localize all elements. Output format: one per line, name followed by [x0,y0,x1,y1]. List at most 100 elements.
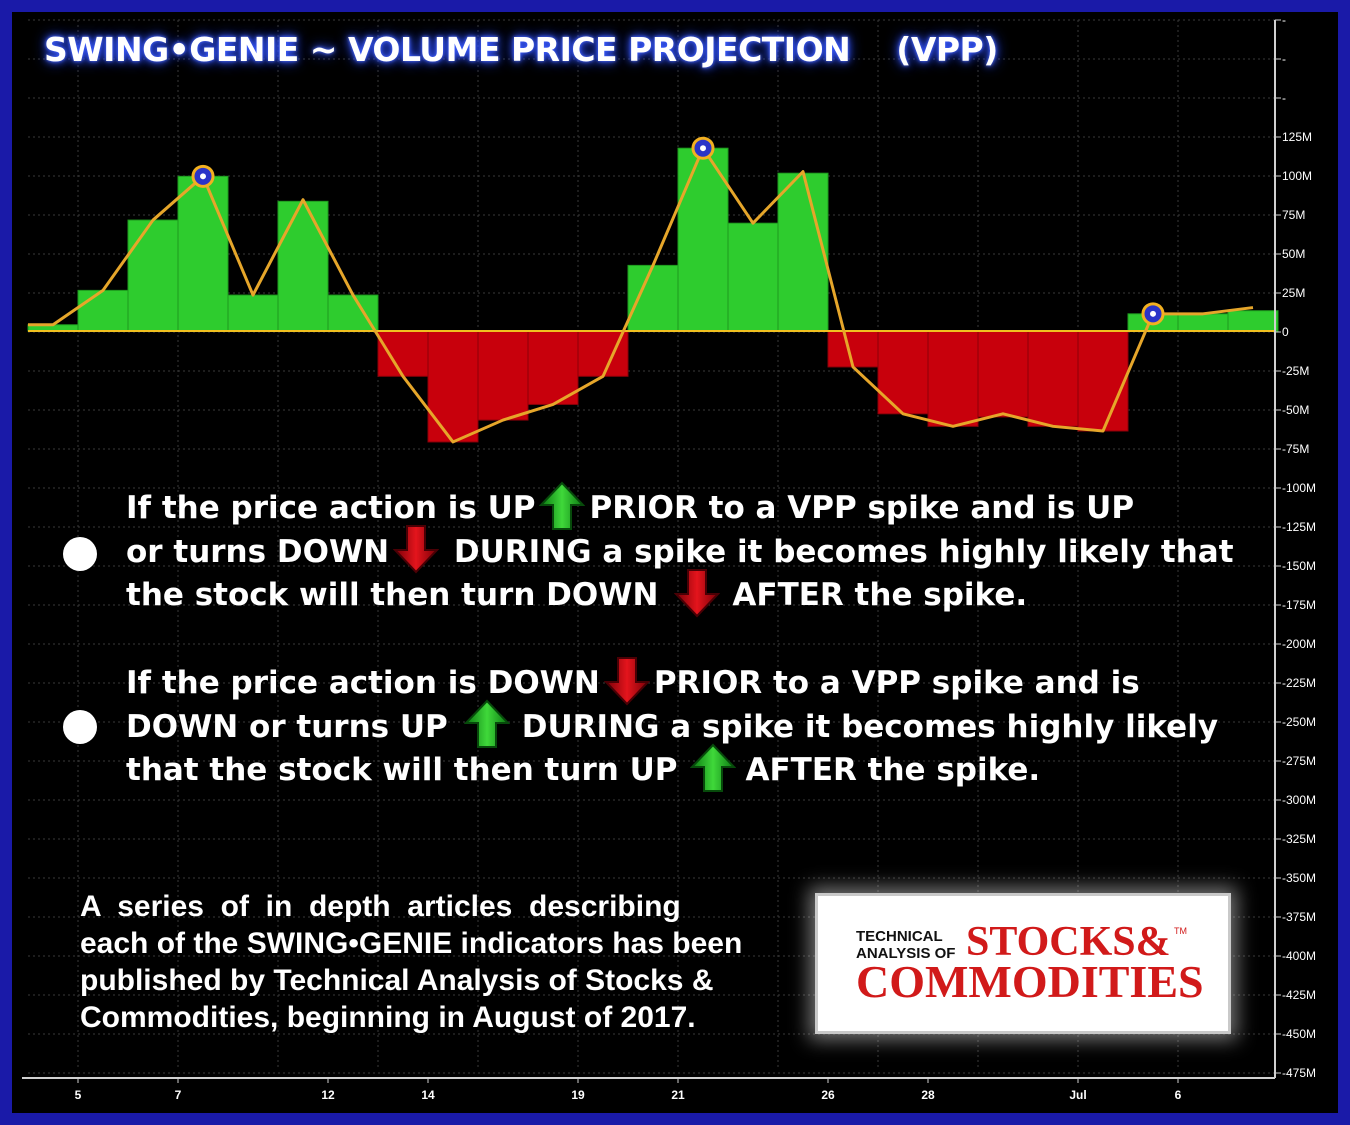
y-tick-label: 50M [1282,247,1305,261]
bullet-2-line-3: that the stock will then turn UP AFTER th… [126,743,1218,793]
logo-small-text: TECHNICAL ANALYSIS OF [856,928,955,962]
x-tick-label: 12 [321,1088,335,1102]
bullet-2-dot [63,710,97,744]
positive-bar [1177,313,1229,332]
down-arrow-icon [603,656,650,705]
y-tick-label: -150M [1282,559,1316,573]
y-tick-label: -175M [1282,598,1316,612]
spike-marker-center [700,145,706,152]
bullet-1-line-3-a: the stock will then turn DOWN [126,577,659,613]
y-tick-label: 75M [1282,208,1305,222]
down-arrow-shape [603,656,650,705]
negative-bar [1027,330,1079,427]
y-tick-label: -75M [1282,442,1309,456]
bullet-2-line-1: If the price action is DOWN PRIOR to a VP… [126,656,1218,706]
bullet-2-line-1-b: PRIOR to a VPP spike and is [653,665,1140,701]
bullet-1-line-1-a: If the price action is UP [126,490,536,526]
article-note-line-2: each of the SWING•GENIE indicators has b… [80,927,743,960]
logo-small-line-2: ANALYSIS OF [856,945,956,962]
bullet-2-line-2: DOWN or turns UP DURING a spike it become… [126,699,1219,750]
up-arrow-icon [689,743,736,792]
y-tick-label: -400M [1282,949,1316,963]
x-tick-label: 5 [75,1088,82,1102]
y-tick-label: -350M [1282,871,1316,885]
bullet-1-line-3-b: AFTER the spike. [732,577,1028,613]
negative-bar [877,330,929,415]
y-tick-label: -50M [1282,403,1309,417]
chart-title: SWING•GENIE ~ VOLUME PRICE PROJECTION (VP… [44,30,998,69]
x-tick-label: 21 [671,1088,685,1102]
negative-bar [927,330,979,427]
up-arrow-icon [539,481,586,530]
positive-bar [177,175,229,332]
logo-stocks: STOCKS& [966,919,1171,965]
y-tick-label: - [1282,13,1286,27]
y-tick-label: -100M [1282,481,1316,495]
y-tick-label: -125M [1282,520,1316,534]
negative-bar [977,330,1029,418]
up-arrow-shape [689,743,736,792]
y-tick-label: -475M [1282,1066,1316,1080]
negative-bar [377,330,429,377]
bullet-1-line-2-a: or turns DOWN [126,533,390,570]
down-arrow-icon [393,525,440,574]
article-note-line-1: A series of in depth articles describing [80,890,681,923]
y-tick-label: - [1282,52,1286,66]
y-tick-label: -450M [1282,1027,1316,1041]
positive-bar [77,289,129,332]
up-arrow-icon [463,699,510,748]
down-arrow-shape [393,525,440,574]
chart-title-main: SWING•GENIE ~ VOLUME PRICE PROJECTION [44,30,851,69]
article-note-line-4: Commodities, beginning in August of 2017… [80,1001,696,1034]
bullet-2-line-1-a: If the price action is DOWN [126,665,600,701]
x-tick-label: 14 [421,1088,435,1102]
y-tick-label: -250M [1282,715,1316,729]
x-tick-label: 19 [571,1088,585,1102]
positive-bar [777,172,829,332]
positive-bar [1227,310,1279,332]
bullet-2-line-3-a: that the stock will then turn UP [126,752,678,788]
negative-bar [427,330,479,443]
positive-bar [677,147,729,332]
bullet-1-line-2: or turns DOWN DURING a spike it becomes … [126,525,1234,575]
down-arrow-shape [674,568,721,617]
y-tick-label: 0 [1282,325,1289,339]
y-tick-label: 25M [1282,286,1305,300]
y-tick-label: -25M [1282,364,1309,378]
article-note: A series of in depth articles describing… [80,888,742,1036]
y-tick-label: -425M [1282,988,1316,1002]
x-tick-label: 28 [921,1088,935,1102]
logo-tm: TM [1174,926,1187,936]
bullet-2-text: If the price action is DOWN PRIOR to a VP… [126,656,1219,793]
y-tick-label: -375M [1282,910,1316,924]
y-tick-label: -225M [1282,676,1316,690]
logo-commodities: COMMODITIES [856,956,1204,1007]
bullet-1-line-1: If the price action is UP PRIOR to a VPP … [126,481,1234,531]
x-tick-label: Jul [1069,1088,1086,1102]
chart-title-tag: (VPP) [896,30,998,69]
y-tick-label: - [1282,91,1286,105]
bullet-1-dot [63,537,97,571]
negative-bar [477,330,529,421]
bullet-2-line-3-b: AFTER the spike. [745,752,1041,788]
stocks-commodities-logo: TECHNICAL ANALYSIS OF STOCKS& TM COMMODI… [815,893,1231,1034]
spike-marker-center [200,173,206,180]
positive-bar [327,294,379,332]
y-tick-label: 125M [1282,130,1312,144]
spike-marker-center [1150,310,1156,317]
down-arrow-icon [674,568,721,617]
y-tick-label: -300M [1282,793,1316,807]
article-note-line-3: published by Technical Analysis of Stock… [80,964,714,997]
bullet-2-line-2-b: DURING a spike it becomes highly likely [521,708,1219,745]
y-tick-label: -200M [1282,637,1316,651]
y-tick-label: -325M [1282,832,1316,846]
positive-bar [727,222,779,332]
bullet-1-line-2-b: DURING a spike it becomes highly likely … [443,533,1234,570]
y-tick-label: -275M [1282,754,1316,768]
up-arrow-shape [539,481,586,530]
bullet-1-line-1-b: PRIOR to a VPP spike and is UP [589,490,1135,526]
logo-small-line-1: TECHNICAL [856,928,943,945]
bullet-1-text: If the price action is UP PRIOR to a VPP … [126,481,1234,618]
positive-bar [277,200,329,332]
positive-bar [627,264,679,332]
